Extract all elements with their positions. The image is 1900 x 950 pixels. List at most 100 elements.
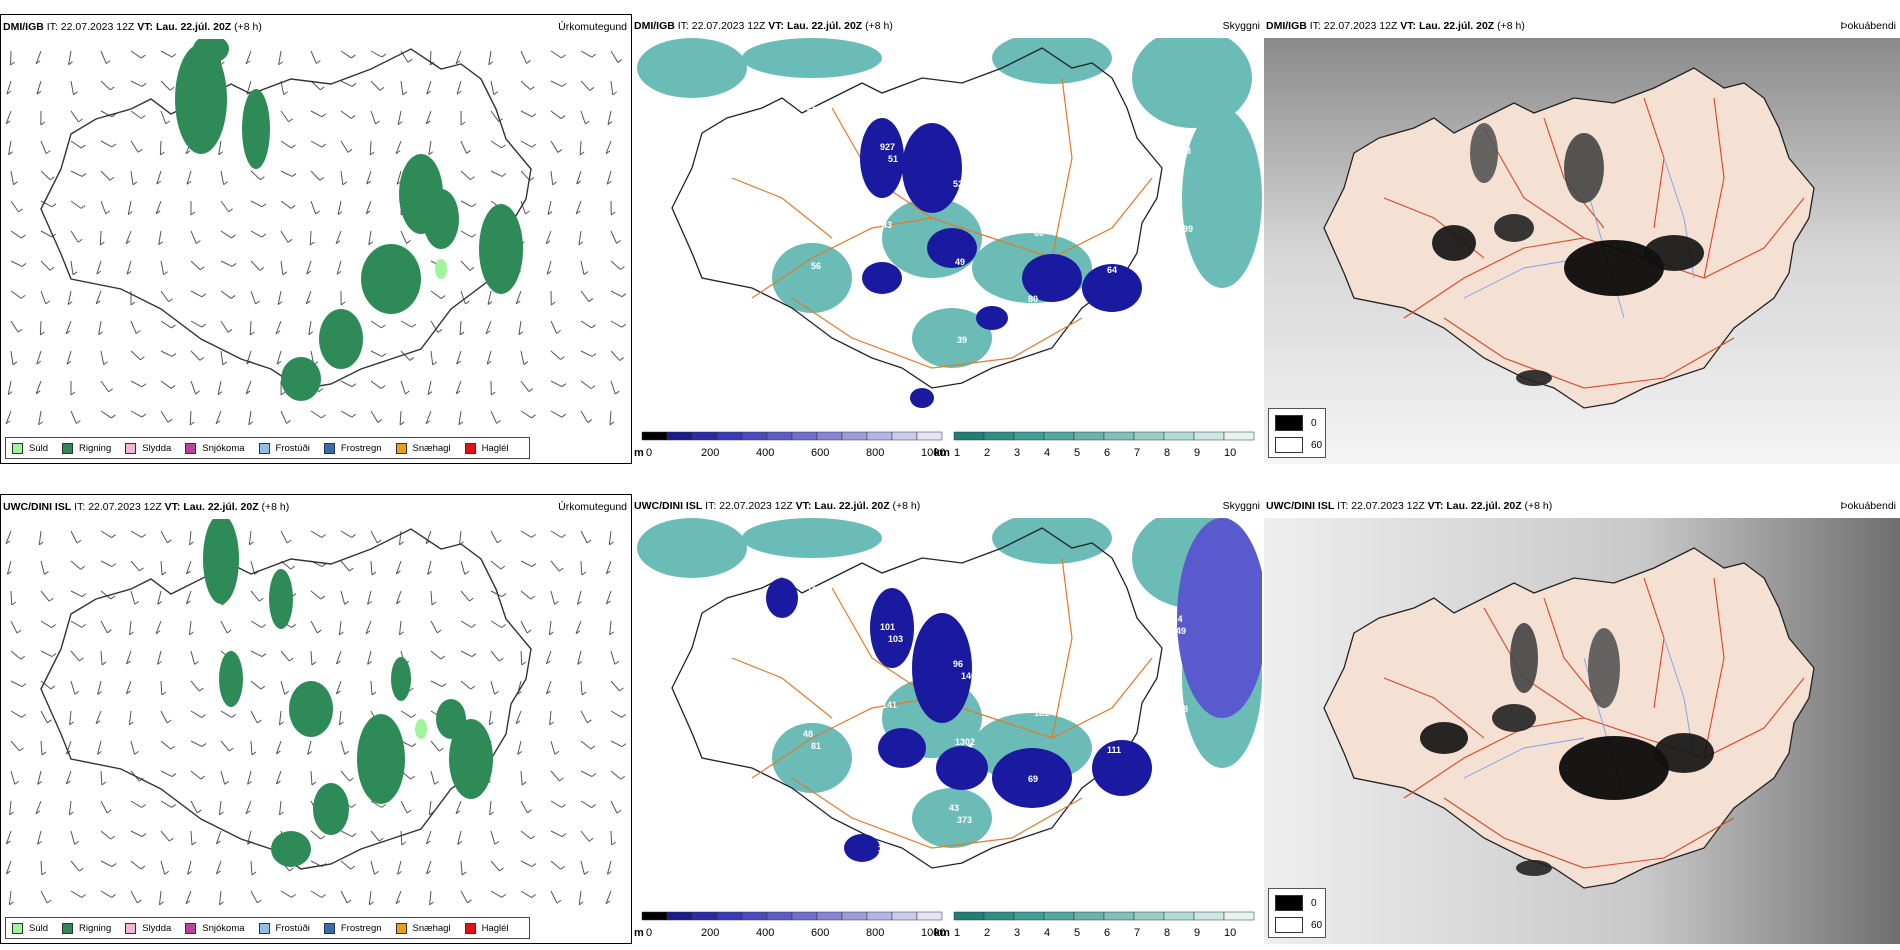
wind-barb xyxy=(427,380,432,395)
wind-barb-tick xyxy=(371,691,377,696)
iceland-outline xyxy=(1323,547,1815,889)
wind-barb xyxy=(487,290,492,305)
wind-barb-tick xyxy=(44,571,49,575)
wind-barb xyxy=(190,680,200,692)
cloud-base-label: 49 xyxy=(955,257,965,267)
ceiling-tick-label: 800 xyxy=(866,447,884,459)
wind-barb-tick xyxy=(318,388,324,393)
wind-barb xyxy=(310,200,317,215)
wind-barb-tick xyxy=(37,840,42,845)
wind-barb xyxy=(10,230,22,239)
wind-barb-tick xyxy=(105,60,111,65)
wind-barb xyxy=(550,800,562,808)
wind-barb xyxy=(100,620,108,634)
wind-barb-tick xyxy=(365,630,371,635)
wind-barb-tick xyxy=(397,870,402,875)
wind-barb-tick xyxy=(381,353,387,357)
wind-barb-tick xyxy=(76,539,82,544)
wind-barb xyxy=(100,530,112,538)
wind-barb xyxy=(395,140,402,154)
wind-barb xyxy=(428,140,432,155)
legend-label: Haglél xyxy=(481,922,509,934)
wind-barb-tick xyxy=(109,86,115,91)
low-ceiling-area xyxy=(976,306,1008,330)
wind-barb xyxy=(280,650,290,662)
wind-barb-tick xyxy=(164,870,169,875)
wind-barb-tick xyxy=(429,901,434,906)
wind-barb-tick xyxy=(140,114,146,119)
wind-barb-tick xyxy=(41,751,47,756)
wind-barb-tick xyxy=(498,657,504,662)
visibility-tick-label: 10 xyxy=(1224,447,1236,459)
panel-title: Skyggni xyxy=(1222,20,1260,32)
wind-barb xyxy=(550,380,563,388)
wind-barb-tick xyxy=(467,899,472,904)
legend-swatch xyxy=(464,442,476,454)
wind-barb-tick xyxy=(321,143,327,148)
wind-barb-tick xyxy=(289,867,294,872)
wind-barb xyxy=(100,860,113,868)
wind-barb xyxy=(100,50,107,64)
wind-barb-tick xyxy=(369,151,375,156)
wind-barb-tick xyxy=(222,361,228,366)
wind-barb-tick xyxy=(248,421,254,426)
wind-barb xyxy=(185,560,192,575)
wind-barb xyxy=(520,140,533,148)
wind-barb xyxy=(400,380,406,395)
wind-barb xyxy=(550,830,563,838)
wind-barb-tick xyxy=(286,539,292,544)
legend-item: Haglél xyxy=(464,922,509,934)
road-line xyxy=(731,657,833,719)
cloud-base-label: 49 xyxy=(886,376,896,386)
ceiling-color-step xyxy=(866,431,893,441)
wind-barb xyxy=(490,80,495,95)
wind-barb-tick xyxy=(260,176,265,181)
wind-barb-tick xyxy=(13,181,18,186)
wind-barb-tick xyxy=(556,899,562,904)
wind-barb-tick xyxy=(51,203,57,208)
wind-barb xyxy=(158,890,162,905)
wind-barb xyxy=(10,620,18,634)
wind-barb-tick xyxy=(440,655,446,660)
wind-barb xyxy=(610,290,623,298)
cloud-base-label: 140 xyxy=(961,671,976,681)
wind-barb xyxy=(280,530,288,544)
wind-barb xyxy=(490,680,496,695)
wind-barb xyxy=(40,890,48,904)
header-row1-type: DMI/IGB IT: 22.07.2023 12Z VT: Lau. 22.j… xyxy=(3,21,262,33)
wind-barb-tick xyxy=(546,270,552,275)
wind-barb-tick xyxy=(140,865,146,870)
wind-barb xyxy=(340,560,350,572)
wind-barb-tick xyxy=(81,173,87,177)
wind-barb-tick xyxy=(546,690,551,695)
wind-barb xyxy=(515,710,522,724)
visibility-tick-label: 3 xyxy=(1014,927,1020,939)
wind-barb-tick xyxy=(558,567,564,572)
wind-barb xyxy=(610,800,618,814)
wind-barb-tick xyxy=(157,601,162,605)
wind-barb xyxy=(130,410,143,418)
cloud-base-label: 111 xyxy=(1107,745,1121,755)
wind-barb-tick xyxy=(158,241,163,246)
wind-barb-tick xyxy=(249,541,254,546)
wind-barb-tick xyxy=(155,630,161,635)
cloud-base-label: 71 xyxy=(1095,577,1105,587)
wind-barb-tick xyxy=(189,421,195,426)
wind-barb-tick xyxy=(410,775,416,780)
visibility-tick-label: 9 xyxy=(1194,447,1200,459)
wind-barb-tick xyxy=(201,714,206,718)
wind-barb xyxy=(130,830,143,838)
wind-barb xyxy=(35,50,42,64)
wind-barb xyxy=(160,110,167,125)
wind-barb xyxy=(190,320,203,328)
wind-barb-tick xyxy=(583,271,589,275)
road-line xyxy=(791,777,1083,849)
legend-item: Snæhagl xyxy=(395,442,451,454)
wind-barb xyxy=(250,890,258,904)
wind-barb xyxy=(160,710,168,724)
wind-barb xyxy=(520,620,528,634)
wind-barb-tick xyxy=(531,113,537,118)
wind-barb xyxy=(579,140,582,155)
wind-barb-tick xyxy=(279,721,284,726)
wind-barb-tick xyxy=(171,773,177,777)
